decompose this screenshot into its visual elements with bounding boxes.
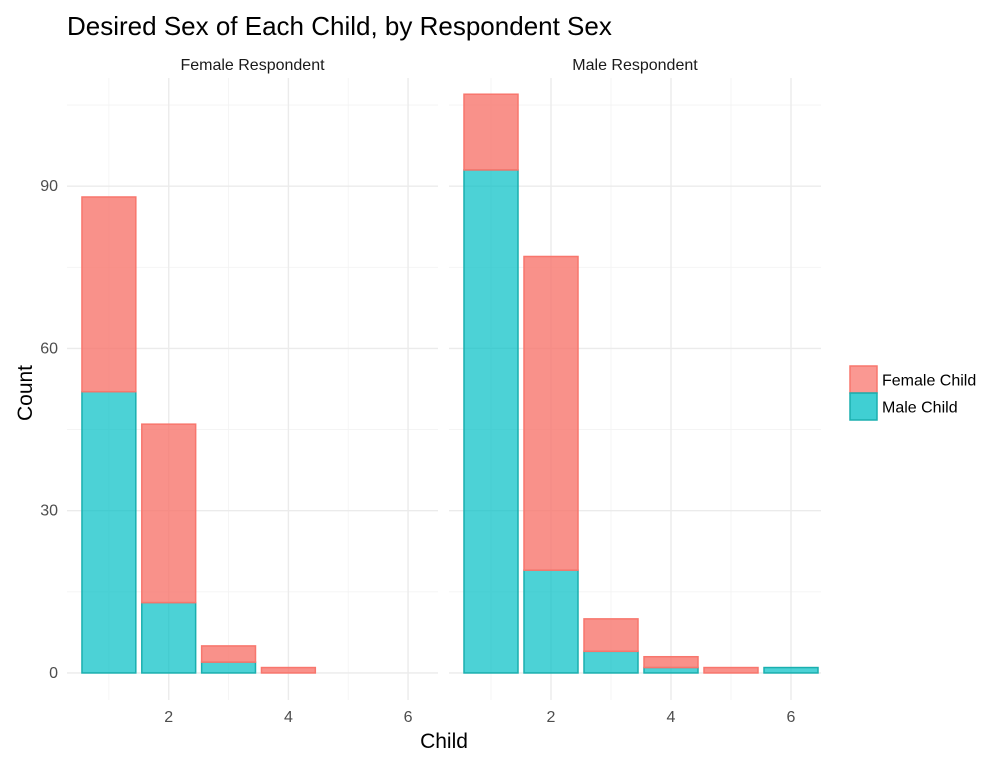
bar-male-child xyxy=(463,169,519,674)
bar-female-child xyxy=(141,423,197,604)
panel-2: Male Respondent 2 4 6 xyxy=(449,57,821,726)
y-tick-label: 30 xyxy=(40,503,58,520)
x-tick-label: 6 xyxy=(404,709,413,726)
legend-label: Male Child xyxy=(882,400,958,417)
x-tick-label: 4 xyxy=(284,709,293,726)
y-tick-label: 90 xyxy=(40,178,58,195)
bar-male-child xyxy=(583,650,639,674)
legend-key-female-child xyxy=(849,365,878,394)
bar-male-child xyxy=(141,601,197,674)
bar-male-child xyxy=(81,390,137,674)
x-tick-label: 6 xyxy=(787,709,796,726)
chart-title: Desired Sex of Each Child, by Respondent… xyxy=(67,11,612,41)
legend-key-male-child xyxy=(849,392,878,421)
bar-female-child xyxy=(463,93,519,171)
y-tick-label: 0 xyxy=(49,665,58,682)
strip-label: Male Respondent xyxy=(572,57,698,74)
bar-male-child xyxy=(523,569,579,674)
strip-label: Female Respondent xyxy=(180,57,325,74)
legend-label: Female Child xyxy=(882,373,976,390)
bar-female-child xyxy=(523,255,579,571)
bar-female-child xyxy=(643,655,699,669)
bar-male-child xyxy=(643,666,699,674)
x-tick-label: 2 xyxy=(164,709,173,726)
bar-female-child xyxy=(200,645,257,663)
y-tick-label: 60 xyxy=(40,340,58,357)
bar-male-child xyxy=(200,661,257,674)
y-axis-title: Count xyxy=(14,365,37,421)
x-tick-label: 2 xyxy=(547,709,556,726)
bar-female-child xyxy=(81,196,137,393)
bar-male-child xyxy=(763,666,819,674)
bar-female-child xyxy=(260,666,317,674)
bar-female-child xyxy=(583,618,639,653)
x-axis-title: Child xyxy=(420,730,468,753)
x-tick-label: 4 xyxy=(667,709,676,726)
bar-female-child xyxy=(703,666,759,674)
legend: Female Child Male Child xyxy=(849,365,976,421)
